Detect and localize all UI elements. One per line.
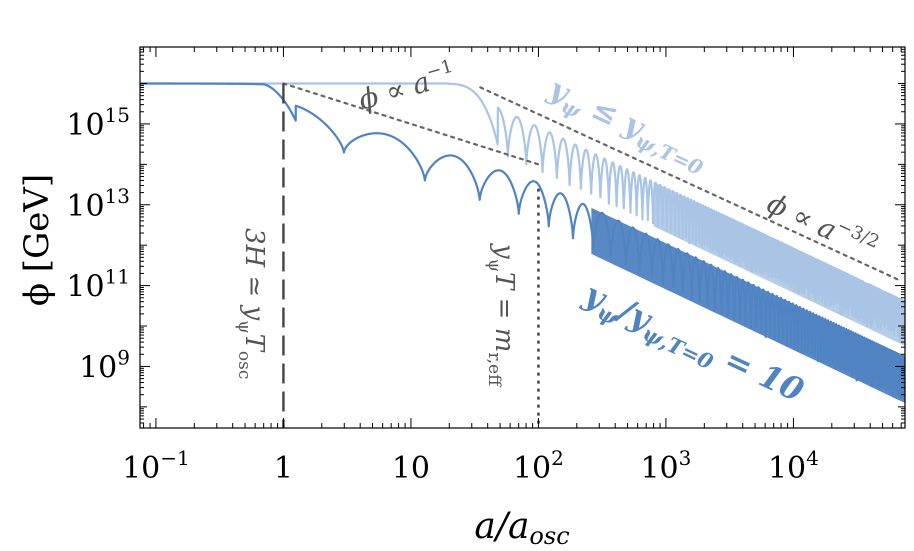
reference-line-phi-prop-a-inv [282,82,540,166]
x-axis-label-main: a/a [474,506,529,547]
y-tick-label: 1015 [66,103,130,143]
x-tick-label: 10 [392,451,430,486]
x-axis-label-sub: osc [529,522,569,550]
ticks-group [140,46,905,429]
series-dark-band [591,207,905,404]
reference-lines-group [282,82,903,283]
plot-frame [139,46,906,429]
x-axis-label: a/aosc [474,506,569,550]
y-tick-label: 1013 [66,184,130,224]
vertical-lines-group [282,83,540,428]
annotation-prop-a-inv: ϕ ∝ a−1 [354,56,459,117]
x-tick-label: 103 [640,446,691,486]
x-tick-label: 102 [513,446,564,486]
x-tick-label: 104 [768,446,819,486]
annotation-vline2: yψT = mr,eff [484,243,519,388]
annotation-vline1: 3H ≃ yψTosc [234,228,269,379]
series-light-band [653,181,905,346]
x-tick-label: 10−1 [122,446,190,486]
series-light-group [140,82,905,346]
y-tick-label: 109 [79,345,130,385]
y-tick-label: 1011 [66,265,130,305]
tick-labels-group: 10−1 1 10 102 103 104 109 1011 1013 1015 [66,103,819,486]
reference-line-phi-prop-a-3half [479,86,903,283]
x-tick-label: 1 [274,451,293,486]
y-axis-label: ϕ [GeV] [17,174,57,306]
plot-area [140,82,905,428]
series-dark-group [140,82,905,404]
